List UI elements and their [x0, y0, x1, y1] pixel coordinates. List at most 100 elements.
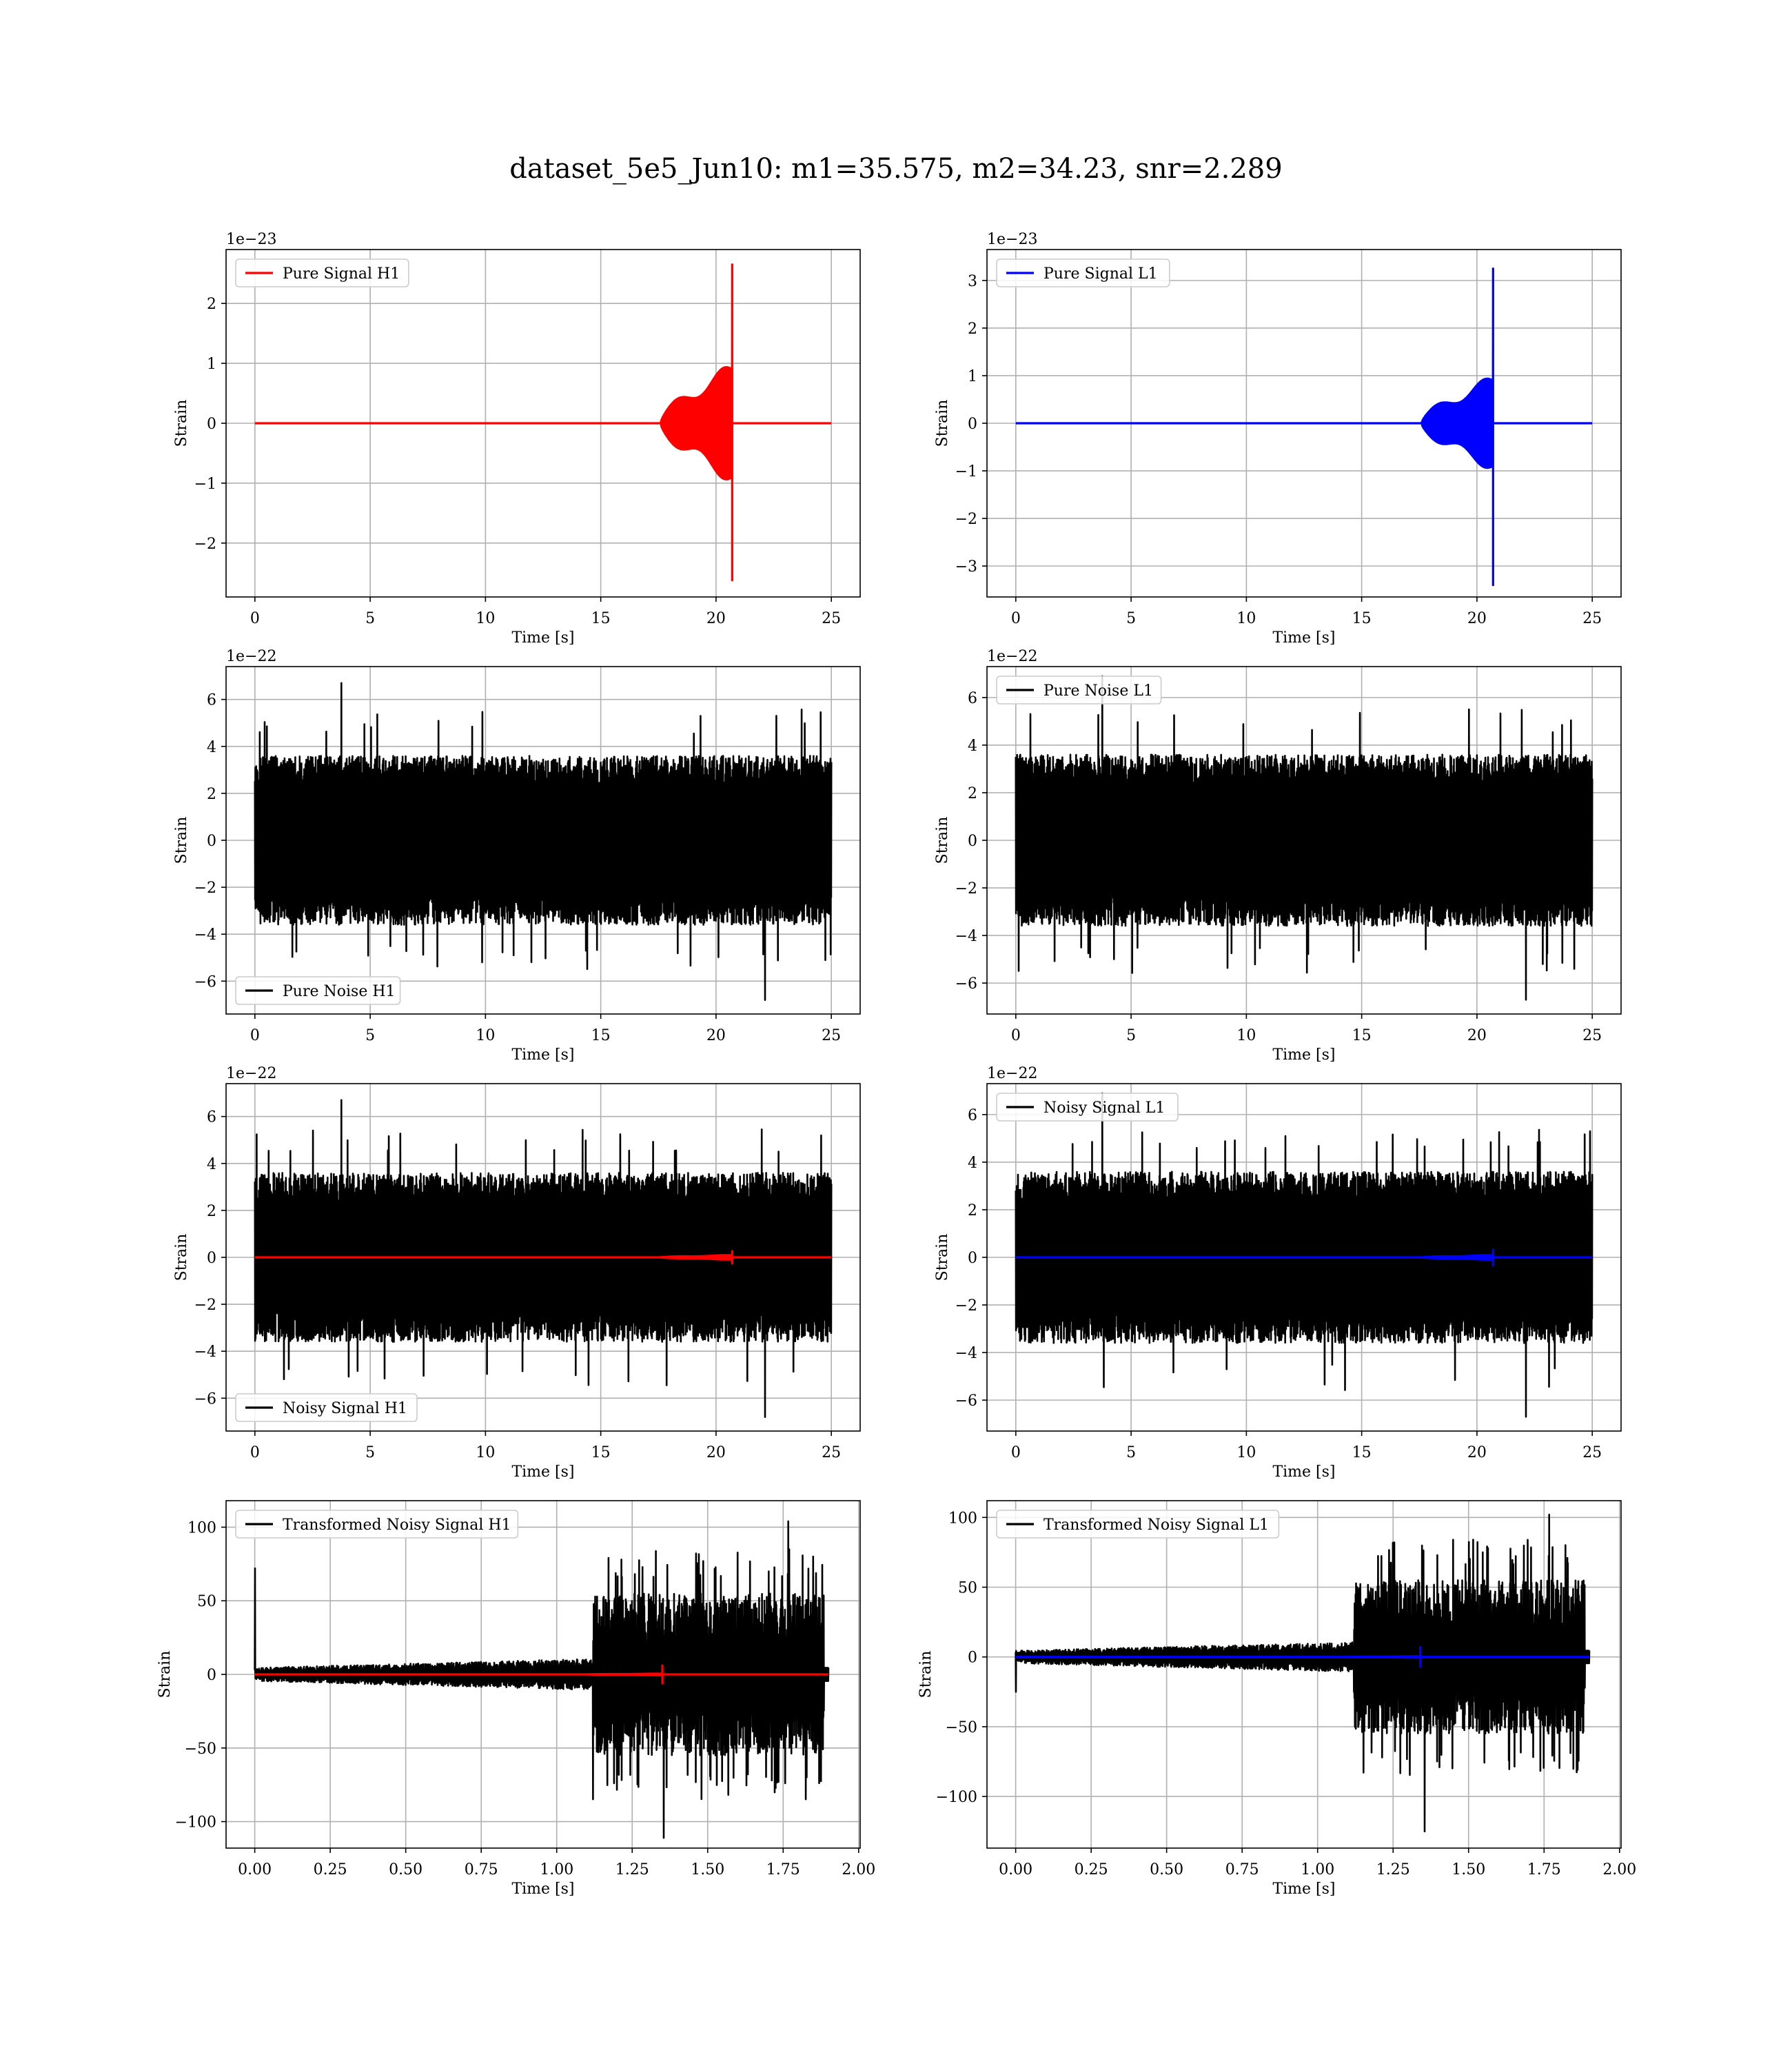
y-tick-label: −2 [194, 1297, 216, 1314]
legend-label: Pure Signal L1 [1043, 265, 1158, 283]
x-tick-label: 0.75 [465, 1861, 498, 1878]
x-tick-label: 0 [250, 1444, 260, 1461]
x-tick-label: 0 [1011, 1027, 1021, 1044]
legend-box [996, 1510, 1280, 1539]
x-tick-label: 1.00 [1301, 1861, 1334, 1878]
y-tick-label: −6 [955, 975, 977, 993]
x-tick-label: 0.50 [389, 1861, 422, 1878]
y-tick-label: −2 [955, 511, 977, 528]
legend-label: Noisy Signal L1 [1043, 1099, 1165, 1117]
x-tick-label: 10 [476, 1027, 495, 1044]
axis-multiplier: 1e−23 [987, 231, 1037, 248]
x-tick-label: 2.00 [842, 1861, 875, 1878]
y-tick-label: −6 [194, 1390, 216, 1408]
y-axis-label: Strain [934, 1234, 951, 1281]
subplot-pure-noise-l1: 0 5 10 15 20 25 −6 −4 −2 0 2 4 6 Time [s] Strain 1e−22 P… [934, 648, 1622, 1064]
y-tick-label: 3 [968, 273, 977, 290]
legend: Pure Signal H1 [235, 258, 409, 287]
x-tick-label: 1.25 [615, 1861, 649, 1878]
series-line-noisy-signal-l1 [1015, 1092, 1594, 1418]
x-tick-label: 10 [1236, 1444, 1256, 1461]
series-line-pure-noise-h1 [254, 682, 833, 1001]
y-tick-label: 0 [207, 1667, 216, 1684]
series-line-overlay [1015, 1645, 1591, 1668]
series-line-noisy-signal-h1 [254, 1099, 833, 1418]
x-tick-label: 20 [706, 1444, 726, 1461]
y-tick-label: 1 [968, 368, 977, 385]
y-tick-label: −2 [194, 536, 216, 553]
axis-multiplier: 1e−22 [987, 1065, 1037, 1082]
y-axis-label: Strain [173, 817, 190, 864]
y-tick-label: −50 [185, 1741, 216, 1758]
y-tick-label: 0 [968, 1650, 977, 1667]
x-tick-label: 25 [822, 610, 841, 627]
y-tick-label: 6 [207, 692, 216, 709]
y-tick-label: 0 [207, 416, 216, 433]
x-tick-label: 0 [1011, 1444, 1021, 1461]
y-tick-label: −6 [955, 1392, 977, 1410]
x-tick-label: 1.50 [1452, 1861, 1485, 1878]
y-tick-label: 0 [968, 1250, 977, 1267]
axis-multiplier: 1e−22 [226, 1065, 276, 1082]
y-tick-label: 0 [968, 833, 977, 850]
x-tick-label: 0.00 [999, 1861, 1032, 1878]
x-tick-label: 25 [1582, 1027, 1602, 1044]
y-tick-label: −4 [955, 1345, 977, 1362]
x-tick-label: 25 [1582, 1444, 1602, 1461]
y-tick-label: −4 [194, 926, 216, 944]
x-tick-label: 25 [822, 1027, 841, 1044]
x-tick-label: 0.50 [1150, 1861, 1183, 1878]
y-tick-label: 0 [207, 1250, 216, 1267]
x-tick-label: 1.75 [1527, 1861, 1561, 1878]
x-axis-label: Time [s] [1272, 1046, 1335, 1064]
x-tick-label: 1.00 [540, 1861, 573, 1878]
y-axis-label: Strain [934, 817, 951, 864]
x-tick-label: 5 [1126, 610, 1136, 627]
x-axis-label: Time [s] [511, 1463, 574, 1481]
series-line-overlay [254, 1664, 830, 1685]
y-tick-label: −50 [946, 1719, 977, 1736]
subplot-pure-noise-h1: 0 5 10 15 20 25 −6 −4 −2 0 2 4 6 Time [s] Strain 1e−22 P… [173, 648, 861, 1064]
x-tick-label: 5 [365, 610, 375, 627]
legend-box [996, 1093, 1179, 1122]
x-tick-label: 15 [1352, 610, 1372, 627]
legend-label: Noisy Signal H1 [283, 1400, 407, 1417]
subplot-transformed-noisy-signal-l1: 0.00 0.25 0.50 0.75 1.00 1.25 1.50 1.75 2.00 −100… [917, 1500, 1636, 1898]
legend-label: Pure Noise H1 [283, 983, 396, 1000]
x-tick-label: 15 [591, 1027, 611, 1044]
subplot-pure-signal-h1: 0 5 10 15 20 25 −2 −1 0 1 2 Time [s] Strain 1e−23 Pure… [173, 231, 861, 647]
x-tick-label: 0 [1011, 610, 1021, 627]
x-tick-label: 20 [1467, 1027, 1487, 1044]
x-tick-label: 15 [591, 1444, 611, 1461]
x-tick-label: 10 [1236, 1027, 1256, 1044]
x-axis-label: Time [s] [1272, 1881, 1335, 1898]
y-tick-label: 0 [207, 833, 216, 850]
legend: Pure Signal L1 [996, 258, 1170, 287]
y-tick-label: 2 [968, 321, 977, 338]
x-tick-label: 10 [476, 1444, 495, 1461]
y-tick-label: 1 [207, 356, 216, 373]
y-tick-label: 50 [958, 1579, 977, 1596]
legend: Transformed Noisy Signal L1 [996, 1510, 1280, 1539]
x-tick-label: 1.50 [691, 1861, 724, 1878]
x-tick-label: 1.25 [1376, 1861, 1410, 1878]
y-tick-label: 2 [207, 296, 216, 313]
x-tick-label: 0.25 [1075, 1861, 1108, 1878]
x-axis-label: Time [s] [511, 1046, 574, 1064]
x-axis-label: Time [s] [1272, 629, 1335, 647]
y-tick-label: −3 [955, 558, 977, 576]
subplot-transformed-noisy-signal-h1: 0.00 0.25 0.50 0.75 1.00 1.25 1.50 1.75 2.00 −100… [156, 1500, 875, 1898]
legend: Pure Noise L1 [996, 676, 1162, 704]
x-tick-label: 15 [591, 610, 611, 627]
legend-label: Pure Signal H1 [283, 265, 400, 283]
legend: Noisy Signal L1 [996, 1093, 1179, 1122]
y-tick-label: −4 [955, 928, 977, 945]
y-tick-label: 2 [207, 786, 216, 803]
x-tick-label: 0.75 [1225, 1861, 1259, 1878]
y-tick-label: 100 [948, 1510, 977, 1527]
y-tick-label: −4 [194, 1344, 216, 1361]
legend: Noisy Signal H1 [235, 1393, 418, 1422]
x-axis-label: Time [s] [511, 1881, 574, 1898]
